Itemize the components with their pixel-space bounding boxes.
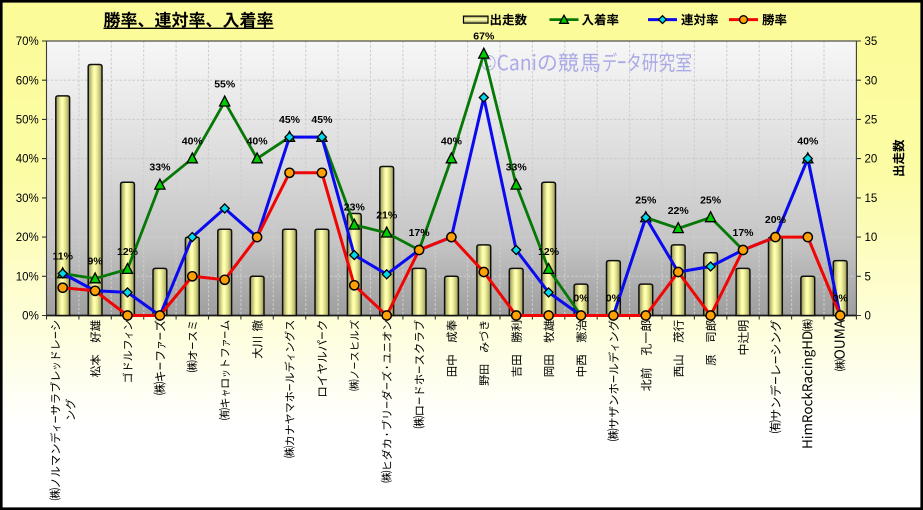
svg-text:40%: 40%	[797, 135, 819, 147]
svg-text:40%: 40%	[441, 135, 463, 147]
svg-text:0%: 0%	[833, 292, 849, 304]
svg-text:9%: 9%	[88, 255, 104, 267]
svg-text:30%: 30%	[16, 193, 39, 205]
svg-text:22%: 22%	[668, 205, 690, 217]
svg-text:33%: 33%	[149, 162, 171, 174]
svg-text:21%: 21%	[376, 210, 398, 222]
svg-text:40%: 40%	[182, 135, 204, 147]
svg-text:10%: 10%	[16, 271, 39, 283]
svg-text:17%: 17%	[732, 227, 754, 239]
svg-text:35: 35	[865, 36, 878, 48]
svg-text:40%: 40%	[247, 135, 269, 147]
svg-text:0%: 0%	[22, 311, 39, 323]
svg-text:17%: 17%	[409, 227, 431, 239]
svg-text:67%: 67%	[473, 31, 495, 43]
svg-text:45%: 45%	[311, 114, 333, 126]
svg-text:45%: 45%	[279, 114, 301, 126]
svg-text:25: 25	[865, 115, 878, 127]
svg-text:20: 20	[865, 154, 878, 166]
svg-text:15: 15	[865, 193, 878, 205]
svg-text:5: 5	[865, 271, 871, 283]
svg-text:0%: 0%	[573, 292, 589, 304]
svg-text:0%: 0%	[606, 292, 622, 304]
svg-text:10: 10	[865, 232, 878, 244]
svg-text:50%: 50%	[16, 115, 39, 127]
svg-text:0: 0	[865, 311, 871, 323]
svg-text:12%: 12%	[117, 246, 139, 258]
svg-text:20%: 20%	[765, 214, 787, 226]
svg-text:70%: 70%	[16, 36, 39, 48]
svg-text:60%: 60%	[16, 75, 39, 87]
svg-text:40%: 40%	[16, 154, 39, 166]
svg-text:30: 30	[865, 75, 878, 87]
svg-text:55%: 55%	[214, 79, 236, 91]
svg-text:23%: 23%	[344, 202, 366, 214]
svg-text:33%: 33%	[506, 162, 528, 174]
svg-text:25%: 25%	[700, 194, 722, 206]
svg-text:12%: 12%	[538, 246, 560, 258]
svg-text:11%: 11%	[52, 250, 73, 262]
svg-text:20%: 20%	[16, 232, 39, 244]
svg-text:25%: 25%	[635, 194, 657, 206]
